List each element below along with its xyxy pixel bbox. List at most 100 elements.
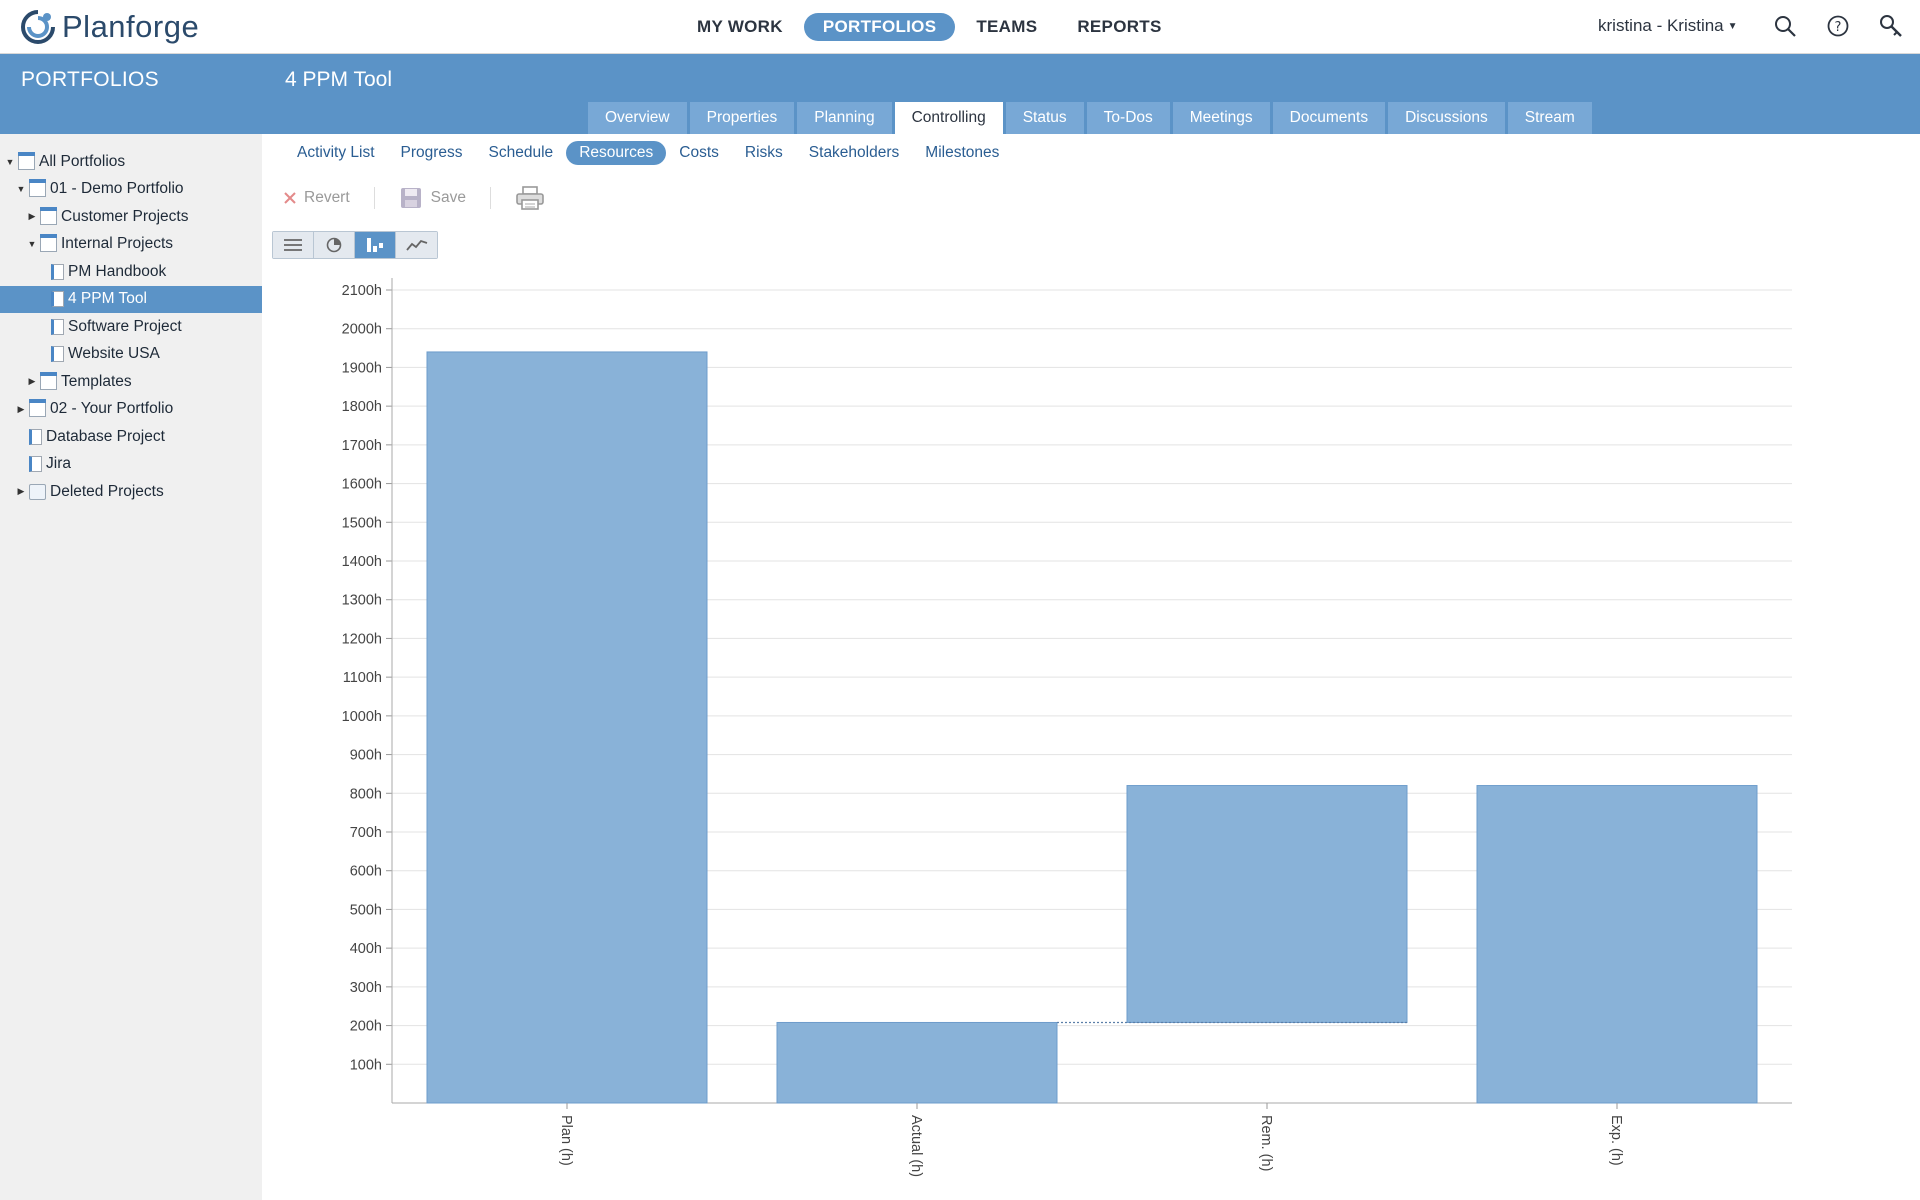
collapse-icon[interactable]: ▼ — [16, 184, 26, 195]
project-icon — [51, 263, 64, 280]
y-tick-label: 100h — [350, 1057, 382, 1073]
tab-planning[interactable]: Planning — [797, 102, 892, 134]
nav-my-work[interactable]: MY WORK — [697, 17, 783, 36]
y-tick-label: 600h — [350, 864, 382, 880]
tree-item[interactable]: ▶ 02 - Your Portfolio — [0, 396, 262, 424]
portfolio-icon — [18, 151, 35, 170]
pie-view-button[interactable] — [314, 232, 355, 258]
search-icon[interactable] — [1773, 14, 1797, 38]
portfolio-tree: ▼ All Portfolios ▼ 01 - Demo Portfolio ▶ Cust… — [0, 134, 262, 506]
printer-icon — [516, 186, 544, 210]
tab-overview[interactable]: Overview — [588, 102, 687, 134]
y-tick-label: 700h — [350, 825, 382, 841]
tree-item-label: Deleted Projects — [50, 482, 164, 500]
tree-item[interactable]: ▶ Deleted Projects — [0, 478, 262, 506]
tree-item[interactable]: ▼ 01 - Demo Portfolio — [0, 176, 262, 204]
project-title: 4 PPM Tool — [285, 68, 392, 91]
tab-status[interactable]: Status — [1005, 102, 1084, 134]
tab-discussions[interactable]: Discussions — [1388, 102, 1505, 134]
toolbar-divider — [373, 187, 375, 209]
svg-text:?: ? — [1835, 20, 1842, 35]
sidebar: PORTFOLIOS ▼ All Portfolios ▼ 01 - Demo Por… — [0, 54, 262, 1200]
user-menu[interactable]: kristina - Kristina ▼ — [1598, 16, 1738, 36]
tree-item[interactable]: ▶ Customer Projects — [0, 203, 262, 231]
tree-item[interactable]: 4 PPM Tool — [0, 285, 262, 313]
expand-icon[interactable]: ▶ — [17, 403, 25, 414]
nav-portfolios[interactable]: PORTFOLIOS — [803, 13, 956, 41]
y-tick-label: 1200h — [342, 631, 382, 647]
print-button[interactable] — [515, 185, 545, 211]
bar — [1476, 785, 1758, 1104]
y-tick-label: 1900h — [342, 360, 382, 376]
collapse-icon[interactable]: ▼ — [27, 239, 37, 250]
portfolio-icon — [29, 179, 46, 198]
tree-item[interactable]: Jira — [0, 451, 262, 479]
y-tick-label: 1600h — [342, 477, 382, 493]
subtab-activity-list[interactable]: Activity List — [297, 144, 375, 161]
top-bar: Planforge MY WORK PORTFOLIOS TEAMS REPORTS … — [0, 0, 1920, 54]
tree-item[interactable]: ▶ Templates — [0, 368, 262, 396]
y-tick-label: 1100h — [343, 670, 382, 686]
save-button[interactable]: Save — [399, 186, 466, 210]
caret-down-icon: ▼ — [1727, 21, 1738, 32]
y-tick-label: 1500h — [342, 515, 382, 531]
expand-icon[interactable]: ▶ — [28, 376, 36, 387]
portfolio-icon — [40, 234, 57, 253]
x-tick-label: Plan (h) — [558, 1115, 574, 1166]
tab-meetings[interactable]: Meetings — [1172, 102, 1270, 134]
main-nav: MY WORK PORTFOLIOS TEAMS REPORTS — [678, 13, 1183, 41]
nav-teams[interactable]: TEAMS — [976, 17, 1038, 36]
app-name: Planforge — [62, 9, 200, 44]
tree-item-label: Templates — [61, 372, 132, 390]
tab-to-dos[interactable]: To-Dos — [1086, 102, 1170, 134]
deleted-icon — [29, 483, 46, 500]
y-tick-label: 800h — [350, 786, 382, 802]
tree-item[interactable]: Software Project — [0, 313, 262, 341]
project-icon — [51, 318, 64, 335]
logo[interactable]: Planforge — [20, 8, 199, 46]
collapse-icon[interactable]: ▼ — [5, 156, 15, 167]
project-tabs: Overview Properties Planning Controlling Sta… — [588, 102, 1595, 134]
y-tick-label: 200h — [350, 1019, 382, 1035]
subtab-stakeholders[interactable]: Stakeholders — [808, 144, 900, 161]
tab-controlling[interactable]: Controlling — [894, 102, 1003, 134]
x-tick-label: Rem. (h) — [1258, 1115, 1274, 1171]
y-tick-label: 1000h — [342, 709, 382, 725]
tree-item-label: 4 PPM Tool — [68, 290, 147, 308]
resources-chart: 100h 200h 300h 400h 500h 600h 700h 800h 900h 1000… — [342, 278, 1792, 1177]
admin-key-icon[interactable] — [1879, 14, 1903, 38]
subtab-risks[interactable]: Risks — [744, 144, 783, 161]
close-icon — [284, 192, 296, 204]
nav-reports[interactable]: REPORTS — [1077, 17, 1162, 36]
tree-item-label: 01 - Demo Portfolio — [50, 180, 184, 198]
tab-stream[interactable]: Stream — [1507, 102, 1592, 134]
expand-icon[interactable]: ▶ — [28, 211, 36, 222]
tree-item[interactable]: Website USA — [0, 341, 262, 369]
sidebar-title: PORTFOLIOS — [21, 68, 159, 91]
revert-button[interactable]: Revert — [282, 189, 350, 207]
subtab-progress[interactable]: Progress — [400, 144, 463, 161]
y-tick-label: 300h — [350, 980, 382, 996]
subtab-milestones[interactable]: Milestones — [925, 144, 1000, 161]
tree-item[interactable]: PM Handbook — [0, 258, 262, 286]
tree-item[interactable]: ▼ Internal Projects — [0, 231, 262, 259]
subtab-schedule[interactable]: Schedule — [488, 144, 554, 161]
expand-icon[interactable]: ▶ — [17, 486, 25, 497]
tab-properties[interactable]: Properties — [689, 102, 795, 134]
subtab-costs[interactable]: Costs — [679, 144, 719, 161]
subtab-resources[interactable]: Resources — [566, 141, 667, 165]
tree-item[interactable]: ▼ All Portfolios — [0, 148, 262, 176]
bar — [776, 1021, 1058, 1104]
project-icon — [29, 428, 42, 445]
planforge-logo-icon — [21, 10, 55, 44]
line-view-button[interactable] — [396, 232, 437, 258]
tree-item[interactable]: Database Project — [0, 423, 262, 451]
bar-view-button[interactable] — [355, 232, 396, 258]
tree-item-label: Customer Projects — [61, 207, 189, 225]
list-view-button[interactable] — [273, 232, 314, 258]
bar — [1126, 785, 1408, 1023]
help-icon[interactable]: ? — [1826, 14, 1850, 38]
tab-documents[interactable]: Documents — [1272, 102, 1386, 134]
y-tick-label: 2100h — [342, 283, 382, 299]
y-tick-label: 2000h — [342, 322, 382, 338]
